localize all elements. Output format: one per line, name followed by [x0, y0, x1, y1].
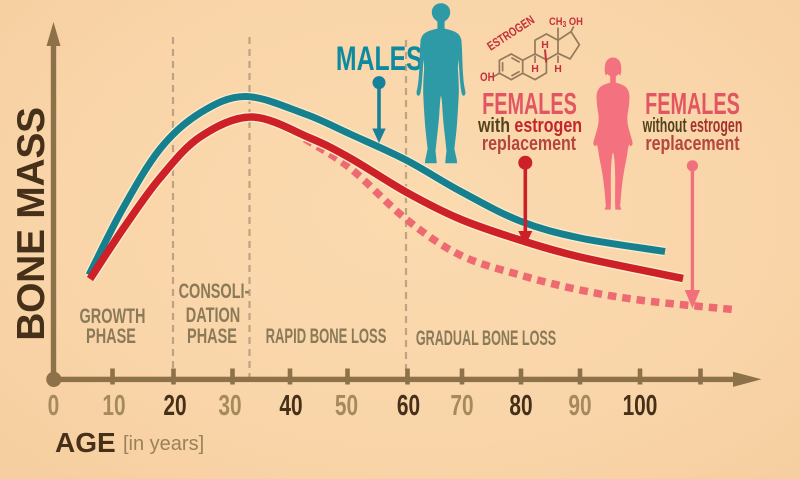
svg-text:50: 50 [335, 390, 358, 422]
svg-text:GROWTH: GROWTH [80, 304, 146, 327]
svg-text:[in years]: [in years] [123, 433, 204, 455]
svg-text:replacement: replacement [482, 132, 576, 154]
svg-text:with estrogen: with estrogen [477, 114, 582, 136]
svg-text:FEMALES: FEMALES [482, 85, 577, 121]
svg-text:MALES: MALES [336, 40, 423, 78]
svg-text:RAPID BONE LOSS: RAPID BONE LOSS [266, 324, 387, 348]
svg-text:H: H [554, 63, 562, 75]
svg-text:ESTROGEN: ESTROGEN [485, 13, 537, 53]
svg-text:FEMALES: FEMALES [645, 85, 740, 121]
svg-text:60: 60 [397, 390, 420, 422]
svg-text:replacement: replacement [645, 132, 739, 154]
svg-text:0: 0 [48, 390, 60, 422]
svg-text:CONSOLI-: CONSOLI- [179, 279, 250, 302]
svg-text:DATION: DATION [186, 303, 240, 326]
svg-text:OH: OH [480, 71, 495, 84]
svg-text:100: 100 [623, 390, 658, 422]
svg-text:PHASE: PHASE [187, 324, 237, 347]
svg-text:PHASE: PHASE [86, 324, 136, 347]
svg-text:H: H [541, 39, 549, 51]
svg-text:CH3 OH: CH3 OH [549, 16, 583, 29]
svg-text:30: 30 [218, 390, 241, 422]
svg-text:90: 90 [568, 390, 591, 422]
svg-text:40: 40 [279, 390, 302, 422]
svg-text:GRADUAL BONE LOSS: GRADUAL BONE LOSS [416, 326, 556, 350]
svg-text:10: 10 [102, 390, 125, 422]
svg-text:70: 70 [450, 390, 473, 422]
svg-text:80: 80 [509, 390, 532, 422]
svg-text:20: 20 [163, 390, 186, 422]
svg-text:H: H [531, 63, 539, 75]
svg-text:BONE MASS: BONE MASS [10, 107, 53, 341]
svg-text:without estrogen: without estrogen [642, 114, 743, 137]
svg-text:AGE: AGE [55, 427, 116, 458]
